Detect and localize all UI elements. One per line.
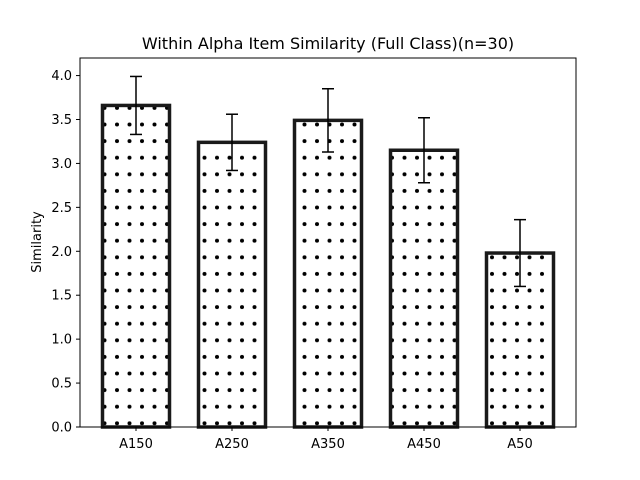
y-axis-label: Similarity bbox=[30, 211, 45, 273]
y-tick-label-0.5: 0.5 bbox=[51, 377, 72, 392]
x-tick-label-A450: A450 bbox=[407, 437, 441, 452]
bar-A250 bbox=[196, 140, 268, 429]
y-tick-label-2.5: 2.5 bbox=[51, 201, 72, 216]
bar-A150 bbox=[100, 103, 172, 429]
x-axis: A150 A250 A350 A450 A50 bbox=[119, 427, 533, 452]
bar-A450 bbox=[388, 148, 460, 429]
bar-hatch-A450 bbox=[390, 150, 458, 427]
bar-hatch-A250 bbox=[198, 142, 266, 428]
y-tick-label-1.5: 1.5 bbox=[51, 289, 72, 304]
error-bar-A50 bbox=[514, 218, 526, 288]
x-tick-label-A50: A50 bbox=[507, 437, 532, 452]
bar-hatch-A350 bbox=[294, 120, 362, 427]
bar-hatch-A150 bbox=[102, 105, 170, 427]
y-tick-label-0.0: 0.0 bbox=[51, 421, 72, 436]
error-bar-A150 bbox=[130, 75, 142, 136]
error-bar-A350 bbox=[322, 88, 334, 153]
error-bar-A250 bbox=[226, 113, 238, 172]
y-tick-label-3.5: 3.5 bbox=[51, 113, 72, 128]
bars-layer bbox=[100, 103, 556, 429]
y-tick-label-2.0: 2.0 bbox=[51, 245, 72, 260]
x-tick-label-A250: A250 bbox=[215, 437, 249, 452]
x-tick-label-A350: A350 bbox=[311, 437, 345, 452]
error-bars-layer bbox=[130, 75, 526, 288]
x-tick-label-A150: A150 bbox=[119, 437, 153, 452]
y-tick-label-1.0: 1.0 bbox=[51, 333, 72, 348]
bar-A350 bbox=[292, 118, 364, 429]
y-tick-label-3.0: 3.0 bbox=[51, 157, 72, 172]
y-tick-label-4.0: 4.0 bbox=[51, 69, 72, 84]
error-bar-A450 bbox=[418, 116, 430, 184]
y-axis: 0.0 0.5 1.0 1.5 2.0 2.5 3.0 3.5 4.0 bbox=[51, 69, 80, 436]
chart-title: Within Alpha Item Similarity (Full Class… bbox=[142, 34, 514, 53]
